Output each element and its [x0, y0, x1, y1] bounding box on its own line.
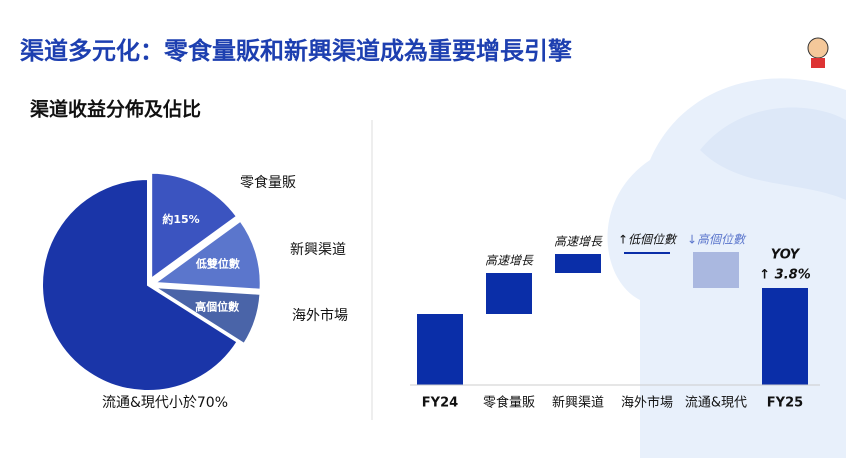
mascot-icon	[807, 37, 829, 59]
x-tick-label: 零食量販	[483, 395, 535, 411]
waterfall-bar	[762, 288, 808, 385]
pie-slice	[150, 171, 239, 281]
pie-slice	[154, 286, 262, 346]
chart-title: 渠道收益分佈及佔比	[30, 98, 201, 121]
x-tick-label: FY24	[422, 396, 458, 411]
legend-label: 流通&現代小於70%	[102, 395, 228, 411]
mascot-icon	[811, 58, 825, 68]
slice-label: 約15%	[162, 212, 199, 226]
yoy-annotation: YOY	[771, 248, 801, 263]
bar-annotation: 高速增長	[485, 254, 534, 268]
slice-label: 高個位數	[195, 299, 239, 313]
x-tick-label: 流通&現代	[685, 396, 747, 411]
waterfall-bar	[624, 252, 670, 254]
pie-slice	[151, 219, 262, 291]
bar-annotation: ↑低個位數	[618, 233, 678, 247]
legend-label: 新興渠道	[290, 242, 346, 258]
bar-annotation: ↓高個位數	[687, 233, 747, 247]
background-shape	[700, 107, 846, 200]
x-tick-label: FY25	[767, 396, 803, 411]
waterfall-bar	[417, 314, 463, 385]
slice-label: 低雙位數	[195, 257, 240, 271]
legend-label: 零食量販	[240, 174, 296, 191]
pie-slice	[41, 177, 239, 392]
legend-label: 海外市場	[292, 307, 348, 324]
waterfall-bar	[555, 254, 601, 273]
yoy-annotation: ↑ 3.8%	[759, 268, 810, 283]
waterfall-bar	[486, 273, 532, 314]
waterfall-bar	[693, 252, 739, 288]
bar-annotation: 高速增長	[554, 235, 603, 249]
x-tick-label: 新興渠道	[552, 395, 604, 411]
x-tick-label: 海外市場	[621, 395, 673, 411]
slide-title: 渠道多元化：零食量販和新興渠道成為重要增長引擎	[20, 37, 572, 65]
